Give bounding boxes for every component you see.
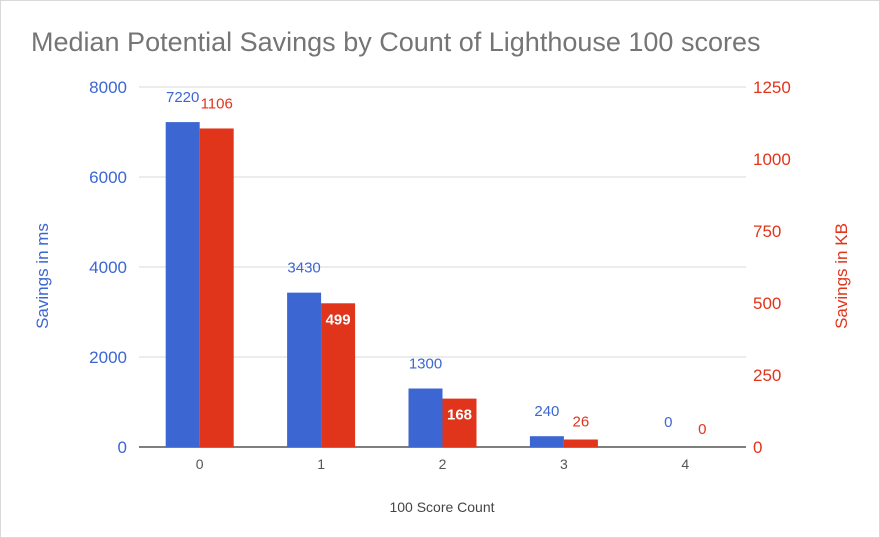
bar-kb [321,303,356,447]
data-label-kb: 168 [447,407,472,424]
data-label-kb: 0 [698,421,706,438]
data-label-kb: 1106 [201,95,233,112]
x-tick-label: 3 [560,456,568,472]
bar-ms [287,292,322,447]
data-label-ms: 3430 [287,260,320,277]
left-tick-label: 6000 [89,168,127,187]
x-axis-title: 100 Score Count [389,499,494,515]
x-axis-ticks: 0 1 2 3 4 [196,456,690,472]
left-axis-title: Savings in ms [33,223,52,329]
data-label-ms: 240 [534,403,559,420]
left-tick-label: 2000 [89,348,127,367]
x-tick-label: 4 [681,456,689,472]
right-tick-label: 750 [753,222,781,241]
chart-title: Median Potential Savings by Count of Lig… [31,27,761,57]
x-tick-label: 1 [317,456,325,472]
bar-kb [199,128,234,448]
right-axis-title: Savings in KB [832,223,851,329]
left-axis-ticks: 0 2000 4000 6000 8000 [89,78,127,457]
left-tick-label: 8000 [89,78,127,97]
bar-kb [442,398,477,447]
x-tick-label: 0 [196,456,204,472]
right-tick-label: 250 [753,366,781,385]
data-labels: 7220 1106 3430 499 1300 168 240 26 0 0 [166,89,706,438]
data-label-ms: 7220 [166,89,199,106]
data-label-kb: 499 [326,311,351,328]
right-tick-label: 500 [753,294,781,313]
bar-ms [529,436,564,447]
data-label-ms: 1300 [409,356,442,373]
right-tick-label: 0 [753,438,762,457]
data-label-ms: 0 [664,414,672,431]
right-tick-label: 1250 [753,78,791,97]
bar-ms [408,388,443,447]
left-tick-label: 4000 [89,258,127,277]
left-tick-label: 0 [118,438,127,457]
right-axis-ticks: 0 250 500 750 1000 1250 [753,78,791,457]
bar-ms [165,122,200,447]
bars [165,122,598,448]
x-tick-label: 2 [439,456,447,472]
right-tick-label: 1000 [753,150,791,169]
data-label-kb: 26 [573,414,590,431]
bar-kb [563,439,598,447]
